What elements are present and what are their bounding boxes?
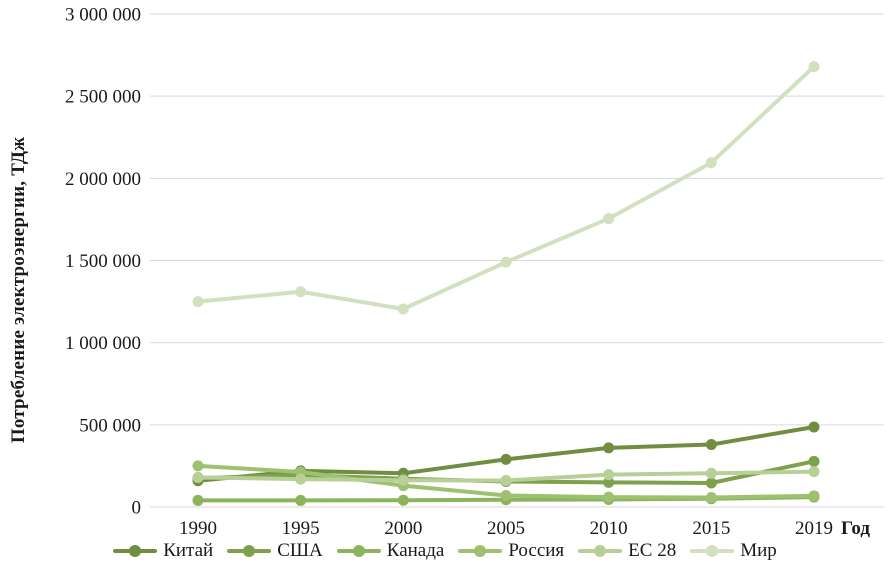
legend-label: США <box>277 540 323 561</box>
y-tick-label: 2 000 000 <box>65 169 141 190</box>
x-tick-label: 2019 <box>795 518 833 539</box>
data-point-marker <box>705 439 717 451</box>
data-point-marker <box>808 421 820 433</box>
legend-label: ЕС 28 <box>628 540 677 561</box>
series-ЕС 28 <box>192 466 820 487</box>
x-tick-label: 2000 <box>384 518 422 539</box>
chart-legend: Китай США Канада Россия ЕС 28 Мир <box>60 538 830 564</box>
x-axis-title: Год <box>841 518 870 539</box>
legend-item-Мир: Мир <box>690 540 777 562</box>
y-tick-labels: 0 500 000 1 000 000 1 500 000 2 000 000 2 500… <box>65 5 141 519</box>
series-line <box>196 64 816 311</box>
y-tick-label: 2 500 000 <box>65 87 141 108</box>
data-point-marker <box>192 471 204 483</box>
data-point-marker <box>397 303 409 315</box>
legend-item-США: США <box>227 540 323 562</box>
data-point-marker <box>397 474 409 486</box>
data-point-marker <box>603 469 615 481</box>
data-point-marker <box>500 453 512 465</box>
x-tick-label: 2005 <box>487 518 525 539</box>
x-tick-label: 1990 <box>179 518 217 539</box>
series-Мир <box>192 61 820 315</box>
legend-dot-icon <box>594 545 607 557</box>
legend-line-marker-icon <box>578 545 623 557</box>
legend-label: Россия <box>508 540 565 561</box>
data-point-marker <box>295 473 307 485</box>
legend-label: Канада <box>386 540 445 561</box>
data-point-marker <box>705 491 717 503</box>
data-point-marker <box>192 460 204 472</box>
data-point-marker <box>603 213 615 225</box>
legend-line-marker-icon <box>113 545 158 557</box>
legend-dot-icon <box>352 545 365 557</box>
legend-item-ЕС 28: ЕС 28 <box>578 540 676 562</box>
data-point-marker <box>705 467 717 479</box>
series-lines <box>192 61 820 506</box>
legend-dot-icon <box>706 545 719 557</box>
legend-line-marker-icon <box>336 545 381 557</box>
legend-dot-icon <box>474 545 487 557</box>
legend-dot-icon <box>243 545 256 557</box>
data-point-marker <box>808 455 820 467</box>
y-tick-label: 0 <box>132 498 142 519</box>
data-point-marker <box>705 157 717 169</box>
legend-label: Мир <box>740 540 777 561</box>
y-tick-label: 3 000 000 <box>65 5 141 26</box>
legend-label: Китай <box>163 540 214 561</box>
data-point-marker <box>192 494 204 506</box>
x-tick-label: 2010 <box>590 518 628 539</box>
data-point-marker <box>808 490 820 502</box>
data-point-marker <box>808 61 820 73</box>
data-point-marker <box>295 494 307 506</box>
y-tick-label: 1 000 000 <box>65 333 141 354</box>
y-tick-label: 1 500 000 <box>65 251 141 272</box>
data-point-marker <box>500 256 512 268</box>
legend-item-Канада: Канада <box>336 540 445 562</box>
data-point-marker <box>808 466 820 478</box>
data-point-marker <box>603 442 615 454</box>
legend-item-Китай: Китай <box>113 540 213 562</box>
y-tick-label: 500 000 <box>79 415 141 436</box>
legend-line-marker-icon <box>690 545 735 557</box>
data-point-marker <box>500 475 512 487</box>
data-point-marker <box>192 296 204 308</box>
x-tick-label: 1995 <box>282 518 320 539</box>
legend-dot-icon <box>129 545 142 557</box>
x-tick-labels: 1990 1995 2000 2005 2010 2015 2019 <box>179 518 833 539</box>
data-point-marker <box>397 494 409 506</box>
data-point-marker <box>705 477 717 489</box>
data-point-marker <box>295 286 307 298</box>
x-tick-label: 2015 <box>692 518 730 539</box>
data-point-marker <box>603 476 615 488</box>
legend-line-marker-icon <box>227 545 272 557</box>
legend-item-Россия: Россия <box>458 540 564 562</box>
legend-line-marker-icon <box>458 545 503 557</box>
data-point-marker <box>500 489 512 501</box>
gridlines <box>150 13 884 508</box>
data-point-marker <box>603 491 615 503</box>
